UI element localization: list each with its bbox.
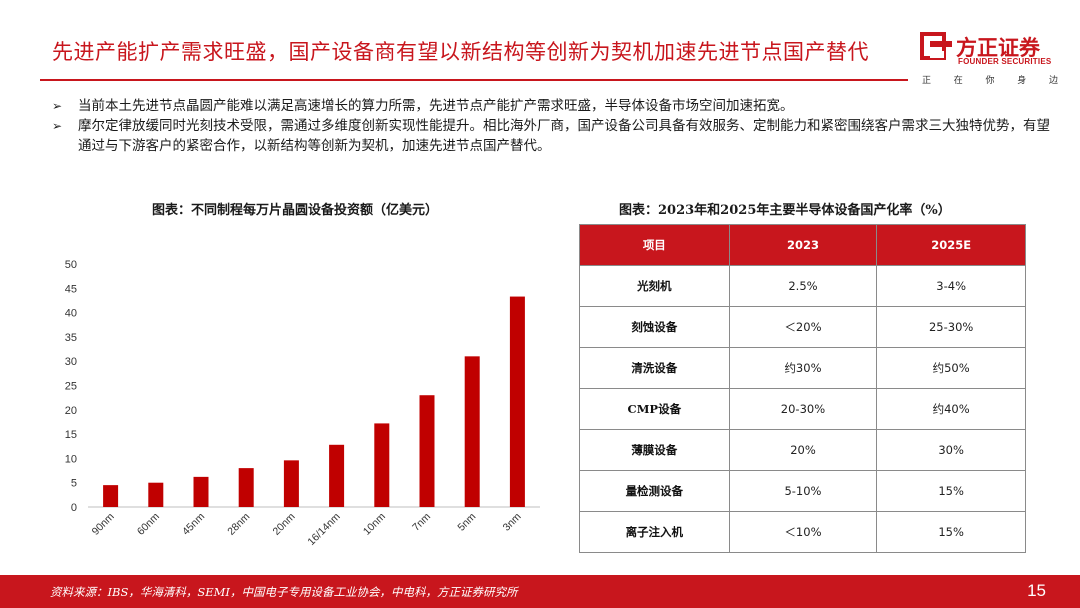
equipment-name-cell: 光刻机 xyxy=(579,265,730,307)
rate-2023-cell: 约30% xyxy=(728,347,878,389)
bar-60nm xyxy=(148,482,164,507)
bullet-list: ➢ 当前本土先进节点晶圆产能难以满足高速增长的算力所需，先进节点产能扩产需求旺盛… xyxy=(52,96,1052,156)
x-tick-label: 90nm xyxy=(90,510,117,537)
table-header-row: 项目 2023 2025E xyxy=(579,224,1026,266)
table-row: CMP设备 20-30% 约40% xyxy=(579,388,1026,430)
bar-90nm xyxy=(103,485,119,507)
y-tick-label: 40 xyxy=(65,308,77,320)
title-underline xyxy=(40,79,908,81)
slogan-char: 正 xyxy=(922,76,932,86)
rate-2023-cell: ＜20% xyxy=(728,306,878,348)
bar-20nm xyxy=(283,460,299,507)
rate-2025e-cell: 15% xyxy=(876,470,1026,512)
y-tick-label: 25 xyxy=(65,381,77,393)
slogan-char: 在 xyxy=(953,76,963,86)
x-tick-label: 28nm xyxy=(225,510,252,537)
slogan-char: 边 xyxy=(1048,76,1058,86)
founder-logo-icon xyxy=(920,32,952,60)
rate-2023-cell: 20% xyxy=(728,429,878,471)
bullet-text: 当前本土先进节点晶圆产能难以满足高速增长的算力所需，先进节点产能扩产需求旺盛，半… xyxy=(78,98,794,114)
rate-2025e-cell: 25-30% xyxy=(876,306,1026,348)
rate-2025e-cell: 约50% xyxy=(876,347,1026,389)
x-tick-label: 10nm xyxy=(361,510,388,537)
y-tick-label: 15 xyxy=(65,429,77,441)
table-row: 刻蚀设备 ＜20% 25-30% xyxy=(579,306,1026,348)
arrow-bullet-icon: ➢ xyxy=(52,99,63,113)
source-note: 资料来源：IBS，华海清科，SEMI，中国电子专用设备工业协会，中电科，方正证券… xyxy=(50,585,518,599)
y-tick-label: 45 xyxy=(65,283,77,295)
rate-2023-cell: 2.5% xyxy=(728,265,878,307)
y-tick-label: 20 xyxy=(65,405,77,417)
y-tick-label: 50 xyxy=(65,259,77,271)
logo-slogan: 正 在 你 身 边 xyxy=(920,73,1060,86)
equipment-name-cell: 刻蚀设备 xyxy=(579,306,730,348)
x-tick-label: 5nm xyxy=(455,510,478,533)
table-row: 离子注入机 ＜10% 15% xyxy=(579,511,1026,553)
x-tick-label: 45nm xyxy=(180,510,207,537)
equipment-name-cell: 薄膜设备 xyxy=(579,429,730,471)
arrow-bullet-icon: ➢ xyxy=(52,119,63,133)
x-tick-label: 16/14nm xyxy=(305,510,343,548)
equipment-name-cell: 量检测设备 xyxy=(579,470,730,512)
y-tick-label: 30 xyxy=(65,356,77,368)
x-tick-label: 20nm xyxy=(270,510,297,537)
page-title: 先进产能扩产需求旺盛，国产设备商有望以新结构等创新为契机加速先进节点国产替代 xyxy=(52,40,869,64)
y-tick-label: 10 xyxy=(65,453,77,465)
table-header-cell: 项目 xyxy=(579,224,730,266)
table-row: 清洗设备 约30% 约50% xyxy=(579,347,1026,389)
localization-rate-table: 项目 2023 2025E 光刻机 2.5% 3-4% 刻蚀设备 ＜20% 25… xyxy=(579,224,1026,553)
page-number: 15 xyxy=(1027,581,1046,600)
bar-chart: 0 5 10 15 20 25 30 35 40 45 50 90nm 60nm 45nm 28nm 20nm… xyxy=(65,259,540,548)
rate-2025e-cell: 3-4% xyxy=(876,265,1026,307)
bar-7nm xyxy=(419,395,435,507)
slogan-char: 身 xyxy=(1017,76,1027,86)
footer-bar: 资料来源：IBS，华海清科，SEMI，中国电子专用设备工业协会，中电科，方正证券… xyxy=(0,575,1080,608)
table-header-cell: 2025E xyxy=(876,224,1026,266)
slogan-char: 你 xyxy=(985,76,995,86)
company-logo: 方正证券 FOUNDER SECURITIES 正 在 你 身 边 xyxy=(920,30,1060,88)
rate-2023-cell: ＜10% xyxy=(728,511,878,553)
equipment-name-cell: 离子注入机 xyxy=(579,511,730,553)
table-header-cell: 2023 xyxy=(728,224,878,266)
bullet-text: 摩尔定律放缓同时光刻技术受限，需通过多维度创新实现性能提升。相比海外厂商，国产设… xyxy=(78,118,1050,154)
chart-caption: 图表：不同制程每万片晶圆设备投资额（亿美元） xyxy=(152,203,439,218)
y-tick-label: 5 xyxy=(71,478,77,490)
table-row: 光刻机 2.5% 3-4% xyxy=(579,265,1026,307)
bullet-item: ➢ 当前本土先进节点晶圆产能难以满足高速增长的算力所需，先进节点产能扩产需求旺盛… xyxy=(52,96,1052,116)
x-tick-label: 7nm xyxy=(410,510,433,533)
bullet-item: ➢ 摩尔定律放缓同时光刻技术受限，需通过多维度创新实现性能提升。相比海外厂商，国… xyxy=(52,116,1052,156)
equipment-name-cell: CMP设备 xyxy=(579,388,730,430)
table-row: 薄膜设备 20% 30% xyxy=(579,429,1026,471)
x-tick-label: 60nm xyxy=(135,510,162,537)
bar-28nm xyxy=(238,468,254,507)
bar-16-14nm xyxy=(329,444,345,507)
logo-name: 方正证券 xyxy=(956,36,1040,60)
rate-2023-cell: 5-10% xyxy=(728,470,878,512)
rate-2023-cell: 20-30% xyxy=(728,388,878,430)
equipment-name-cell: 清洗设备 xyxy=(579,347,730,389)
bar-10nm xyxy=(374,423,390,507)
bar-5nm xyxy=(464,356,480,507)
bar-45nm xyxy=(193,476,209,507)
table-row: 量检测设备 5-10% 15% xyxy=(579,470,1026,512)
table-caption: 图表：2023年和2025年主要半导体设备国产化率（%） xyxy=(619,203,951,218)
x-tick-label: 3nm xyxy=(501,510,524,533)
rate-2025e-cell: 约40% xyxy=(876,388,1026,430)
y-tick-label: 0 xyxy=(71,502,77,514)
bar-3nm xyxy=(509,296,525,507)
y-tick-label: 35 xyxy=(65,332,77,344)
rate-2025e-cell: 15% xyxy=(876,511,1026,553)
logo-english-name: FOUNDER SECURITIES xyxy=(958,57,1052,66)
rate-2025e-cell: 30% xyxy=(876,429,1026,471)
